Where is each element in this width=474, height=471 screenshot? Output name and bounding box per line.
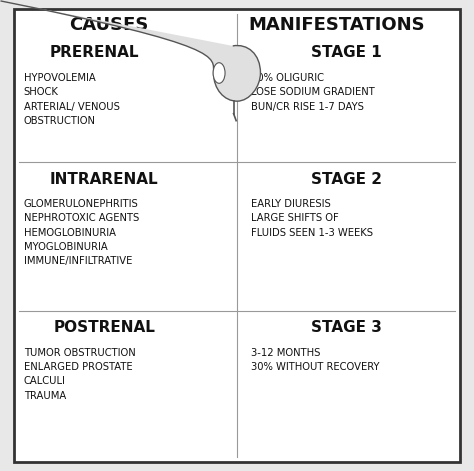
Text: MANIFESTATIONS: MANIFESTATIONS bbox=[248, 16, 425, 34]
FancyBboxPatch shape bbox=[14, 9, 460, 462]
Text: HYPOVOLEMIA
SHOCK
ARTERIAL/ VENOUS
OBSTRUCTION: HYPOVOLEMIA SHOCK ARTERIAL/ VENOUS OBSTR… bbox=[24, 73, 119, 126]
Text: 90% OLIGURIC
LOSE SODIUM GRADIENT
BUN/CR RISE 1-7 DAYS: 90% OLIGURIC LOSE SODIUM GRADIENT BUN/CR… bbox=[251, 73, 375, 112]
PathPatch shape bbox=[213, 46, 261, 101]
Text: TUMOR OBSTRUCTION
ENLARGED PROSTATE
CALCULI
TRAUMA: TUMOR OBSTRUCTION ENLARGED PROSTATE CALC… bbox=[24, 348, 136, 401]
Text: EARLY DIURESIS
LARGE SHIFTS OF
FLUIDS SEEN 1-3 WEEKS: EARLY DIURESIS LARGE SHIFTS OF FLUIDS SE… bbox=[251, 199, 373, 237]
Ellipse shape bbox=[213, 63, 225, 83]
Text: STAGE 2: STAGE 2 bbox=[310, 172, 382, 187]
Text: POSTRENAL: POSTRENAL bbox=[54, 320, 155, 335]
Text: STAGE 1: STAGE 1 bbox=[310, 45, 382, 60]
Text: INTRARENAL: INTRARENAL bbox=[50, 172, 159, 187]
Text: GLOMERULONEPHRITIS
NEPHROTOXIC AGENTS
HEMOGLOBINURIA
MYOGLOBINURIA
IMMUNE/INFILT: GLOMERULONEPHRITIS NEPHROTOXIC AGENTS HE… bbox=[24, 199, 139, 267]
Text: 3-12 MONTHS
30% WITHOUT RECOVERY: 3-12 MONTHS 30% WITHOUT RECOVERY bbox=[251, 348, 380, 372]
Text: CAUSES: CAUSES bbox=[69, 16, 149, 34]
Text: PRERENAL: PRERENAL bbox=[50, 45, 139, 60]
Text: STAGE 3: STAGE 3 bbox=[310, 320, 382, 335]
